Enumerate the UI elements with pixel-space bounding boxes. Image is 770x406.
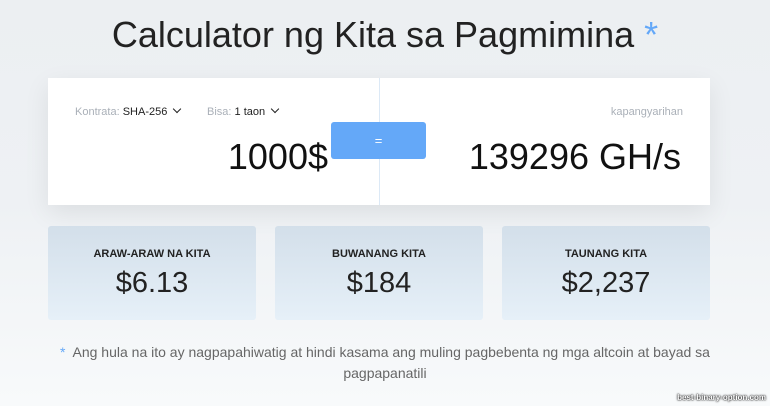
result-value: $184	[346, 267, 412, 299]
validity-select[interactable]: Bisa: 1 taon	[207, 104, 280, 118]
result-label: BUWANANG KITA	[332, 248, 426, 260]
amount-input[interactable]: 1000$	[227, 136, 328, 177]
power-input[interactable]: 139296 GH/s	[468, 136, 681, 177]
chevron-down-icon	[270, 104, 280, 114]
title-text: Calculator ng Kita sa Pagmimina	[111, 14, 635, 55]
title-asterisk: *	[644, 14, 659, 55]
contract-value: SHA-256	[122, 106, 168, 118]
monthly-profit-box: BUWANANG KITA $184	[275, 226, 483, 320]
daily-profit-box: ARAW-ARAW NA KITA $6.13	[48, 226, 256, 320]
chevron-down-icon	[173, 104, 182, 114]
validity-label: Bisa:	[207, 106, 232, 118]
contract-label: Kontrata:	[75, 106, 120, 118]
result-value: $6.13	[115, 267, 189, 299]
validity-value: 1 taon	[234, 106, 266, 118]
footnote-asterisk: *	[60, 344, 66, 360]
equals-button[interactable]: =	[331, 122, 426, 159]
result-label: ARAW-ARAW NA KITA	[93, 248, 211, 260]
result-value: $2,237	[561, 267, 651, 299]
page-title: Calculator ng Kita sa Pagmimina *	[0, 14, 770, 56]
contract-select[interactable]: Kontrata: SHA-256	[75, 104, 182, 118]
yearly-profit-box: TAUNANG KITA $2,237	[502, 226, 710, 320]
footnote-text: Ang hula na ito ay nagpapahiwatig at hin…	[72, 344, 710, 381]
calculator-card: Kontrata: SHA-256 Bisa: 1 taon 1000$ = k…	[48, 78, 710, 205]
result-label: TAUNANG KITA	[564, 248, 648, 260]
footnote: * Ang hula na ito ay nagpapahiwatig at h…	[60, 342, 710, 384]
power-label: kapangyarihan	[610, 106, 683, 118]
watermark: best-binary-option.com	[677, 393, 766, 402]
